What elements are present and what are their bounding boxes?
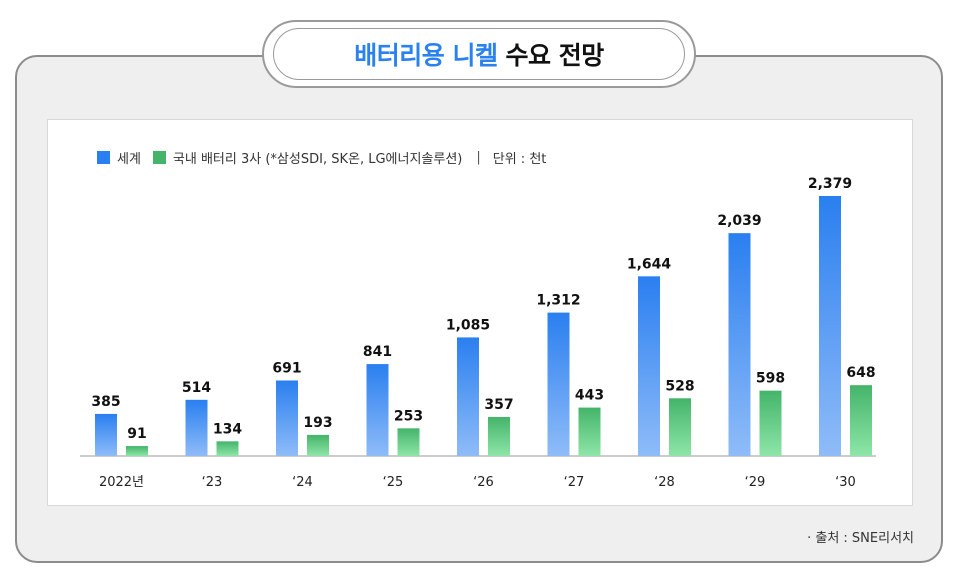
legend: 세계 국내 배터리 3사 (*삼성SDI, SK온, LG에너지솔루션) | 단… xyxy=(97,148,546,167)
legend-label-world: 세계 xyxy=(117,152,141,167)
bar-world xyxy=(276,380,298,456)
x-tick-label: ‘25 xyxy=(383,475,404,490)
bar-world xyxy=(819,196,841,456)
x-tick-label: ‘27 xyxy=(564,475,585,490)
legend-swatch-korea xyxy=(152,151,166,164)
legend-item-korea: 국내 배터리 3사 (*삼성SDI, SK온, LG에너지솔루션) xyxy=(152,148,463,167)
label-world: 385 xyxy=(91,394,120,410)
title-rest-text: 수요 전망 xyxy=(505,41,605,70)
x-tick-label: ‘28 xyxy=(654,475,675,490)
bar-korea xyxy=(578,407,601,456)
bar-korea xyxy=(126,446,148,456)
bar-world xyxy=(547,312,570,456)
label-world: 2,379 xyxy=(808,176,852,192)
label-korea: 443 xyxy=(575,388,604,404)
label-world: 1,644 xyxy=(627,256,672,272)
x-tick-label: ‘30 xyxy=(835,475,856,490)
bar-world xyxy=(366,364,389,456)
unit-label: 단위 : 천t xyxy=(492,152,547,167)
label-korea: 91 xyxy=(127,426,146,442)
title-accent-text: 배터리용 니켈 xyxy=(354,41,498,70)
bar-world xyxy=(638,276,660,456)
source-note: · 출처 : SNE리서치 xyxy=(807,531,914,546)
label-world: 514 xyxy=(182,380,211,396)
label-korea: 528 xyxy=(665,378,694,394)
bar-korea xyxy=(488,416,510,456)
label-korea: 253 xyxy=(394,408,423,424)
bar-korea xyxy=(850,385,872,456)
legend-swatch-world xyxy=(97,151,110,164)
bars-group: 385 91 2022년 514 134 ‘23 691 193 ‘24 841 253 ‘25 1,0… xyxy=(91,176,875,490)
label-korea: 134 xyxy=(213,421,242,437)
bar-korea xyxy=(397,428,420,456)
bar-world xyxy=(185,399,208,456)
label-world: 1,085 xyxy=(446,317,490,333)
label-world: 841 xyxy=(363,344,392,360)
label-korea: 648 xyxy=(846,365,875,381)
bar-world xyxy=(728,233,751,456)
x-tick-label: ‘26 xyxy=(473,475,494,490)
x-tick-label: ‘24 xyxy=(292,475,313,490)
legend-label-korea: 국내 배터리 3사 (*삼성SDI, SK온, LG에너지솔루션) xyxy=(172,152,463,167)
legend-item-world: 세계 xyxy=(97,148,141,167)
bar-world xyxy=(95,413,117,456)
label-world: 691 xyxy=(272,360,301,376)
label-korea: 357 xyxy=(484,397,513,413)
bar-korea xyxy=(669,398,691,456)
bar-world xyxy=(457,337,479,456)
label-world: 1,312 xyxy=(536,293,580,309)
x-tick-label: ‘23 xyxy=(202,475,223,490)
label-korea: 598 xyxy=(756,371,785,387)
bar-korea xyxy=(307,434,329,456)
x-tick-label: ‘29 xyxy=(745,475,766,490)
bar-korea xyxy=(216,441,239,456)
label-korea: 193 xyxy=(303,415,332,431)
bar-korea xyxy=(759,390,782,456)
label-world: 2,039 xyxy=(717,213,761,229)
legend-separator: | xyxy=(476,150,481,165)
chart-title: 배터리용 니켈 수요 전망 xyxy=(273,28,685,80)
x-tick-label: 2022년 xyxy=(99,475,144,490)
